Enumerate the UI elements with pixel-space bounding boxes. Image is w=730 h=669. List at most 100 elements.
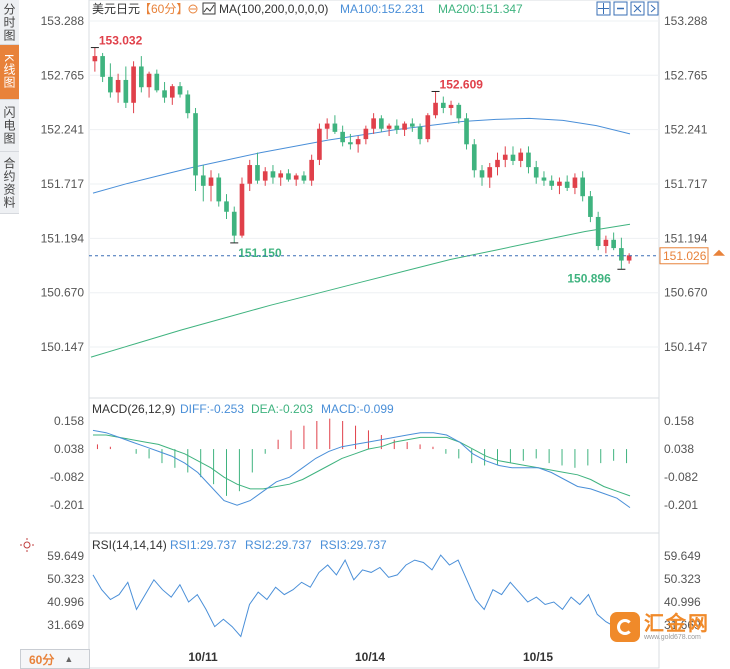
rsi-y-tick-left: 50.323 — [47, 572, 84, 586]
macd-diff-label: DIFF:-0.253 — [180, 402, 244, 416]
indicator-chart-icon[interactable] — [202, 2, 216, 15]
macd-y-tick-right: 0.158 — [664, 414, 694, 428]
macd-y-tick-left: 0.158 — [54, 414, 84, 428]
watermark-name: 汇金网 — [644, 612, 710, 635]
candle — [100, 52, 105, 83]
candle — [185, 90, 191, 119]
macd-y-tick-left: -0.201 — [50, 498, 84, 512]
x-tick: 10/11 — [188, 650, 218, 664]
period-selector-label: 60分 — [29, 652, 55, 667]
low-annotation: 151.150 — [238, 246, 282, 260]
tab-timeshare[interactable]: 分时图 — [0, 0, 19, 45]
y-tick-right: 151.194 — [664, 231, 708, 245]
rsi-y-tick-left: 31.669 — [47, 618, 84, 632]
period-selector[interactable]: 60分 ▲ — [20, 649, 90, 669]
candle — [115, 73, 121, 103]
candle — [131, 61, 136, 114]
candle — [154, 69, 160, 93]
watermark: 汇金网 www.gold678.com — [610, 612, 710, 642]
candle — [108, 63, 113, 98]
candle — [510, 146, 516, 166]
candle — [301, 171, 307, 184]
candle — [270, 165, 276, 184]
candle — [340, 125, 345, 147]
macd-y-tick-left: 0.038 — [54, 442, 84, 456]
candle — [200, 165, 206, 202]
y-tick-left: 151.194 — [41, 231, 85, 245]
fullscreen-icon[interactable] — [630, 1, 645, 16]
candle — [123, 66, 129, 108]
x-tick: 10/14 — [355, 650, 385, 664]
candle — [495, 152, 500, 176]
macd-diff-line — [92, 429, 631, 509]
macd-y-tick-left: -0.082 — [50, 470, 84, 484]
candle — [317, 123, 322, 166]
macd-y-tick-right: -0.082 — [664, 470, 698, 484]
candle — [255, 152, 260, 184]
rsi-y-tick-left: 40.996 — [47, 595, 84, 609]
chart-frame — [88, 0, 660, 669]
y-tick-right: 153.288 — [664, 14, 708, 28]
candle — [541, 171, 547, 186]
candle — [348, 133, 353, 150]
candle — [448, 100, 454, 116]
tab-lightning[interactable]: 闪电图 — [0, 100, 19, 152]
candle — [247, 159, 253, 192]
y-tick-left: 152.765 — [41, 68, 85, 82]
candle — [595, 211, 601, 251]
current-price-tag — [659, 247, 709, 265]
candle — [262, 167, 268, 186]
candle — [526, 146, 531, 174]
candle — [394, 119, 400, 134]
candle — [169, 84, 175, 105]
candle — [379, 115, 384, 132]
settings-icon[interactable] — [188, 4, 198, 14]
zoom-out-icon[interactable] — [613, 1, 628, 16]
macd-y-tick-right: -0.201 — [664, 498, 698, 512]
candle — [386, 123, 392, 136]
candle — [471, 139, 477, 178]
macd-dea-line — [93, 434, 631, 497]
x-tick: 10/15 — [523, 650, 553, 664]
candle — [487, 162, 493, 188]
candle — [177, 82, 183, 98]
rsi-y-tick-left: 59.649 — [47, 549, 84, 563]
crosshair-icon[interactable] — [596, 1, 611, 16]
y-tick-left: 151.717 — [41, 177, 85, 191]
candle — [309, 154, 314, 186]
y-tick-right: 150.147 — [664, 340, 708, 354]
macd-params: MACD(26,12,9) — [92, 402, 175, 416]
y-tick-left: 150.670 — [41, 286, 85, 300]
candle — [208, 170, 214, 202]
y-tick-right: 152.765 — [664, 68, 708, 82]
candle — [588, 191, 593, 223]
candle — [324, 118, 330, 140]
rsi-params: RSI(14,14,14) — [92, 538, 167, 552]
symbol-title: 美元日元 — [92, 2, 140, 16]
candle — [92, 47, 98, 72]
candle — [572, 173, 578, 195]
rsi3-label: RSI3:29.737 — [320, 538, 387, 552]
y-tick-left: 150.147 — [41, 340, 85, 354]
tab-kline[interactable]: K线图 — [0, 45, 19, 100]
scroll-right-icon[interactable] — [647, 1, 659, 16]
candle — [580, 171, 585, 202]
tab-contract-info[interactable]: 合约资料 — [0, 152, 19, 214]
candle — [278, 170, 284, 186]
macd-y-tick-right: 0.038 — [664, 442, 694, 456]
candle — [425, 113, 431, 143]
high-annotation: 153.032 — [99, 34, 143, 48]
price-pointer-icon[interactable] — [713, 249, 725, 256]
candle — [363, 125, 369, 145]
candle — [557, 177, 562, 195]
candle — [464, 113, 469, 150]
low2-annotation: 150.896 — [567, 271, 611, 285]
y-tick-right: 152.241 — [664, 123, 708, 137]
candle — [162, 82, 167, 103]
y-tick-right: 151.717 — [664, 177, 708, 191]
sidebar-tabs: 分时图 K线图 闪电图 合约资料 — [0, 0, 19, 220]
candle — [456, 102, 462, 124]
candle — [402, 121, 407, 136]
rsi-line — [92, 554, 633, 638]
